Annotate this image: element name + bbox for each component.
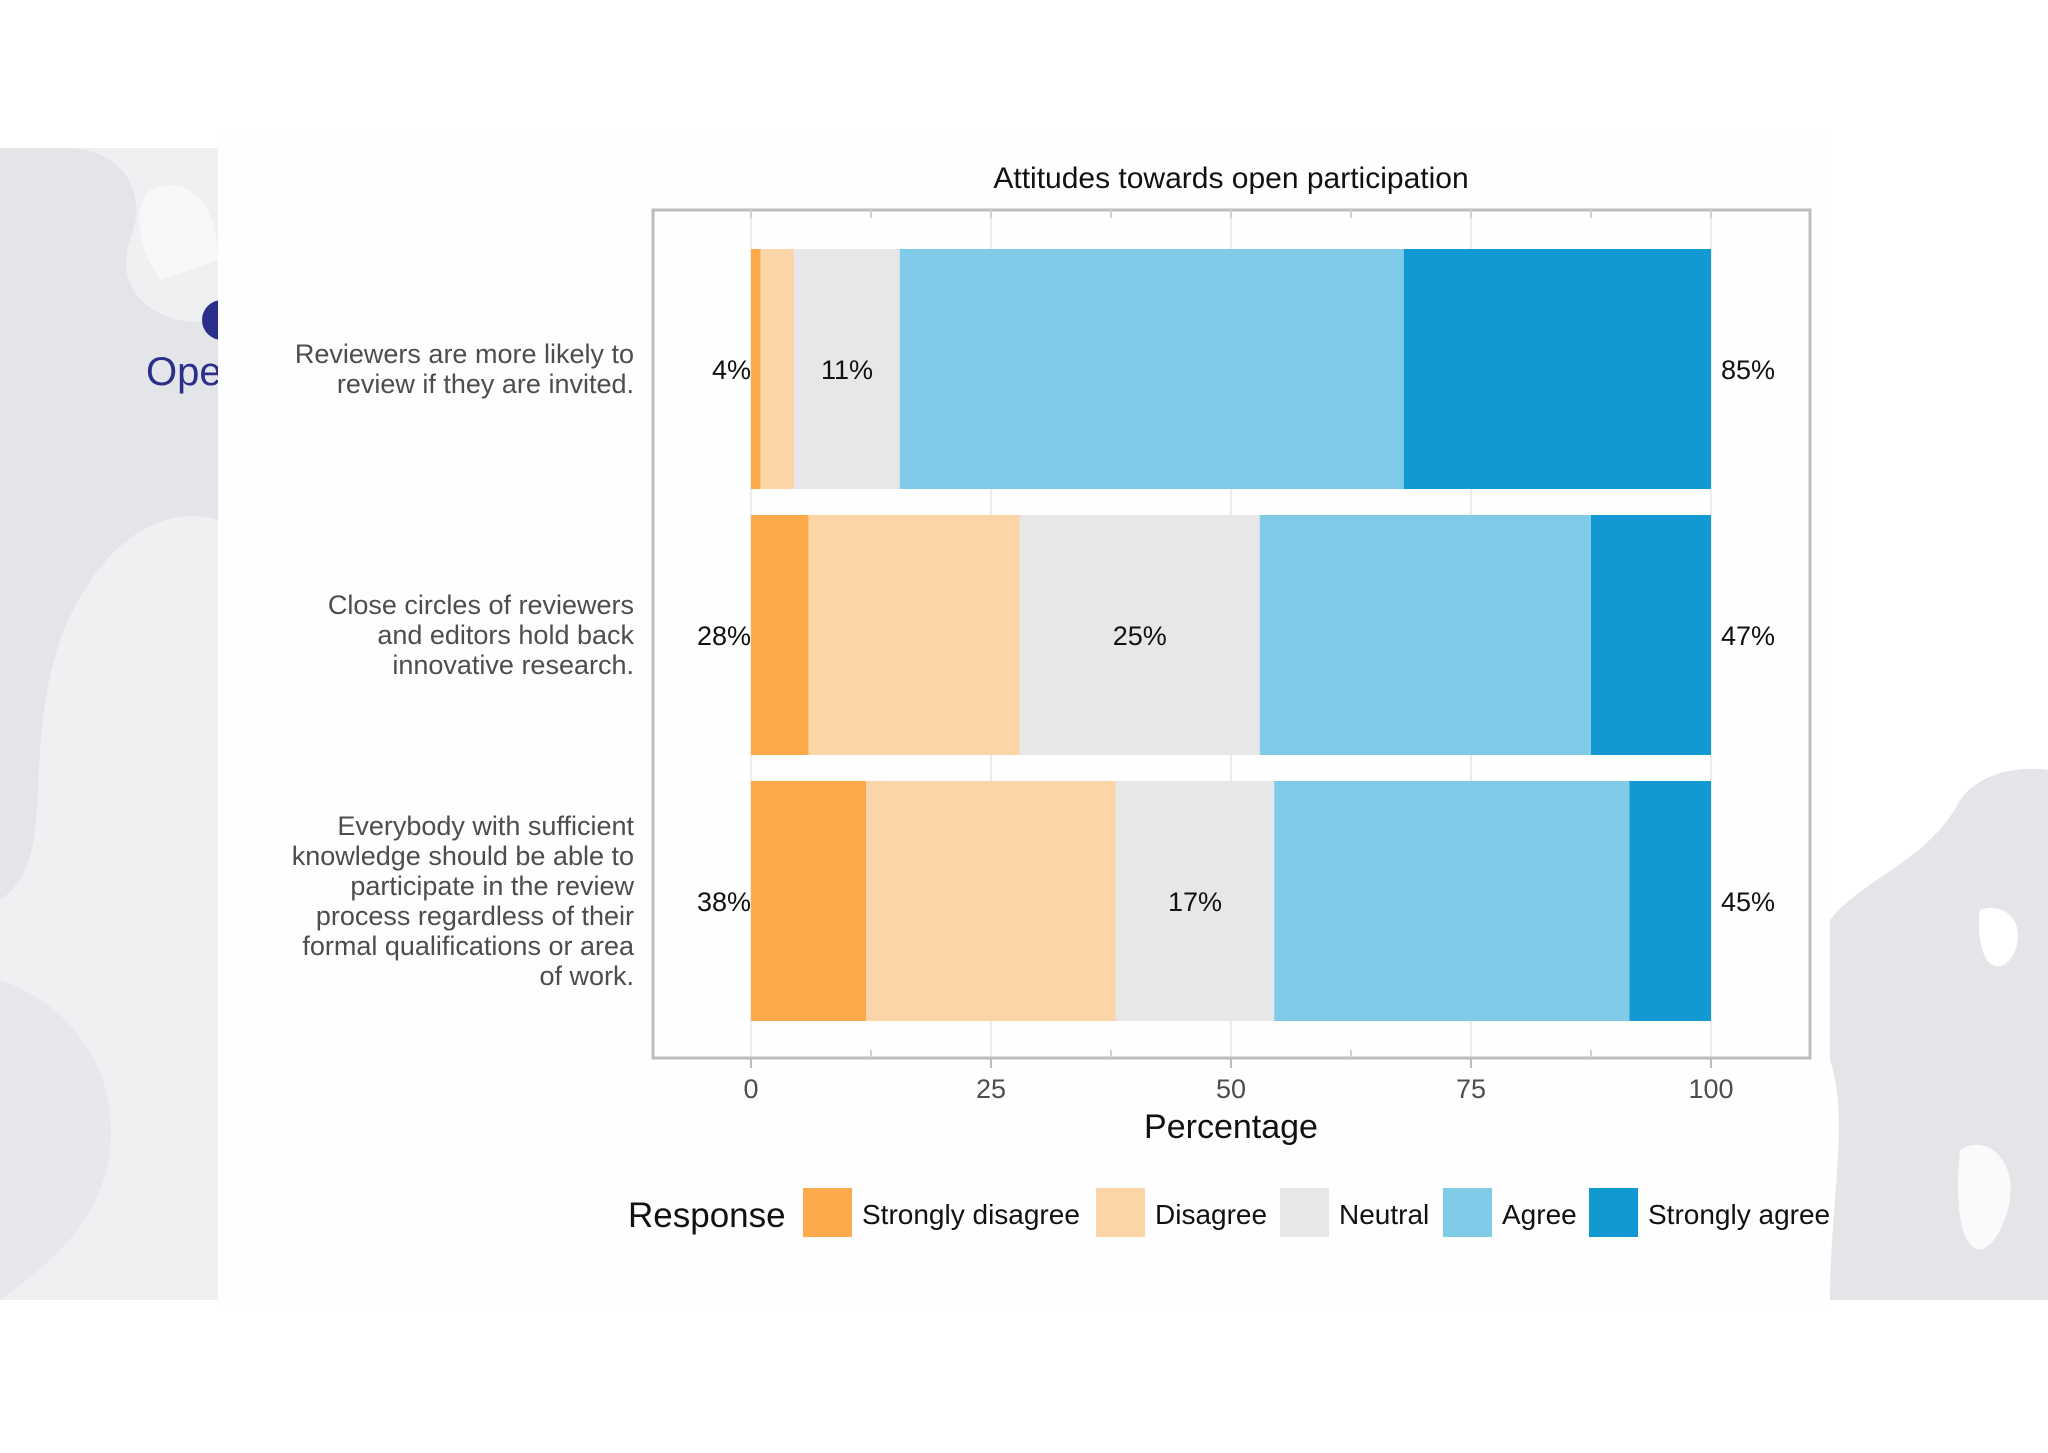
bar-disagree (808, 515, 1020, 755)
label-center: 17% (1168, 887, 1222, 917)
category-label: Close circles of reviewers and editors ho… (328, 590, 635, 680)
tick-layer: 0 25 50 75 100 (743, 209, 1734, 1104)
bar-strongly-agree (1403, 249, 1711, 489)
legend-title: Response (628, 1196, 786, 1235)
legend-label: Strongly disagree (862, 1199, 1080, 1230)
label-center: 25% (1113, 621, 1167, 651)
category-label-line: of work. (539, 961, 634, 991)
bar-layer (751, 249, 1711, 1021)
label-layer: 4% 11% 85% 28% 25% 47% 38% 17% 45% (697, 355, 1775, 917)
chart-title: Attitudes towards open participation (993, 162, 1468, 195)
category-label-line: innovative research. (392, 650, 634, 680)
legend-swatch-strongly-disagree (803, 1188, 852, 1237)
category-label-line: Close circles of reviewers (328, 590, 634, 620)
legend-label: Disagree (1155, 1199, 1267, 1230)
x-tick-label: 75 (1456, 1074, 1486, 1104)
legend-swatch-neutral (1280, 1188, 1329, 1237)
legend-label: Agree (1502, 1199, 1577, 1230)
legend-label: Strongly agree (1648, 1199, 1830, 1230)
legend-swatch-agree (1443, 1188, 1492, 1237)
label-left: 38% (697, 887, 751, 917)
x-tick-label: 25 (976, 1074, 1006, 1104)
bar-strongly-agree (1629, 781, 1711, 1021)
bar-neutral (794, 249, 900, 489)
category-label-line: and editors hold back (377, 620, 634, 650)
legend-items: Strongly disagree Disagree Neutral Agree Str… (803, 1188, 1830, 1237)
category-label-line: process regardless of their (316, 901, 634, 931)
bar-strongly-disagree (751, 781, 867, 1021)
bar-agree (1274, 781, 1630, 1021)
legend-swatch-disagree (1096, 1188, 1145, 1237)
category-label-line: review if they are invited. (337, 369, 634, 399)
bar-strongly-disagree (751, 249, 761, 489)
category-label: Reviewers are more likely to review if th… (295, 339, 634, 399)
x-tick-label: 50 (1216, 1074, 1246, 1104)
category-label: Everybody with sufficient knowledge shoul… (292, 811, 635, 991)
category-label-line: formal qualifications or area (302, 931, 635, 961)
bar-agree (899, 249, 1404, 489)
bar-neutral (1115, 781, 1275, 1021)
legend-label: Neutral (1339, 1199, 1429, 1230)
left-blob (0, 148, 218, 900)
x-tick-label: 0 (743, 1074, 758, 1104)
category-label-line: knowledge should be able to (292, 841, 634, 871)
left-highlight (139, 185, 218, 280)
legend: Response Strongly disagree Disagree Neutra… (628, 1188, 1830, 1237)
category-label-line: Everybody with sufficient (337, 811, 634, 841)
left-blob-lower (0, 980, 112, 1300)
x-tick-label: 100 (1688, 1074, 1733, 1104)
bar-neutral (1019, 515, 1260, 755)
category-label-line: participate in the review (350, 871, 634, 901)
bar-disagree (866, 781, 1116, 1021)
label-right: 47% (1721, 621, 1775, 651)
label-left: 28% (697, 621, 751, 651)
logo-text: Ope (146, 350, 222, 394)
label-center: 11% (821, 355, 873, 385)
label-right: 85% (1721, 355, 1775, 385)
right-blob-hole-2 (1958, 1144, 2011, 1250)
legend-swatch-strongly-agree (1589, 1188, 1638, 1237)
x-axis-label: Percentage (1144, 1108, 1318, 1146)
bar-disagree (760, 249, 795, 489)
bar-agree (1259, 515, 1591, 755)
bar-strongly-disagree (751, 515, 809, 755)
label-left: 4% (712, 355, 751, 385)
category-label-line: Reviewers are more likely to (295, 339, 634, 369)
right-blob-hole (1979, 908, 2019, 967)
label-right: 45% (1721, 887, 1775, 917)
bar-strongly-agree (1591, 515, 1711, 755)
category-layer: Reviewers are more likely to review if th… (292, 339, 635, 991)
